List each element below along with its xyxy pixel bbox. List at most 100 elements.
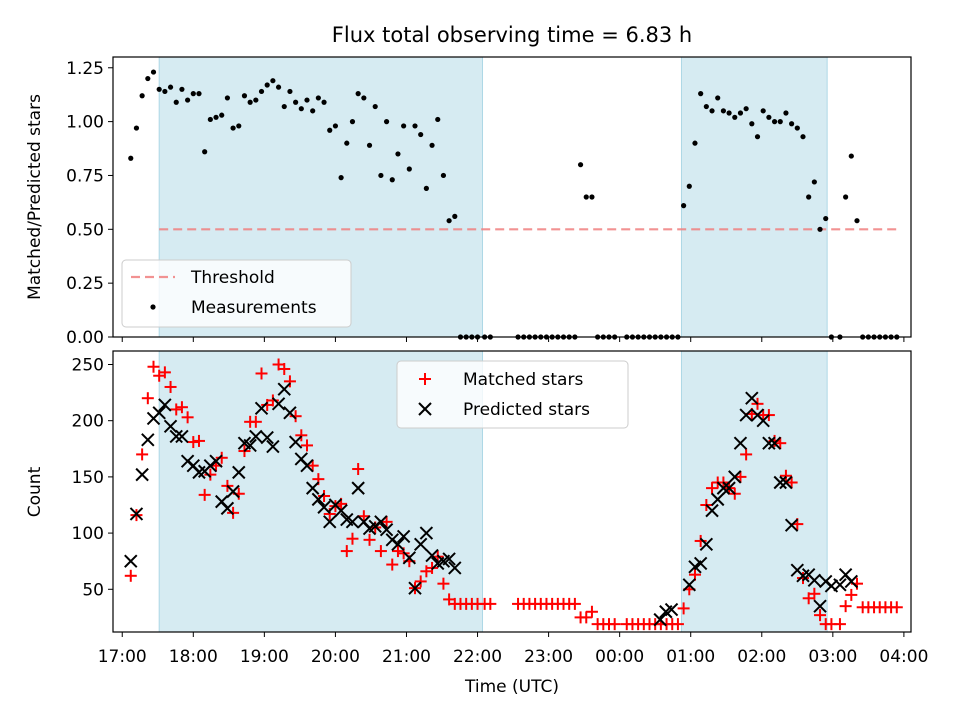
- legend-predicted-label: Predicted stars: [463, 400, 590, 420]
- predicted-star-point: [767, 436, 782, 450]
- measurement-point: [332, 123, 339, 129]
- predicted-star-point-b: [682, 578, 697, 592]
- measurement-point: [783, 110, 789, 116]
- matched-star-point: [318, 489, 331, 502]
- measurement-point: [440, 172, 447, 179]
- predicted-star-point: [833, 578, 847, 592]
- predicted-star-point-b: [232, 465, 246, 480]
- matched-star-point: [187, 436, 200, 449]
- measurement-point: [412, 123, 418, 129]
- measurement-point: [236, 123, 242, 129]
- ratio-panel-frame: [112, 56, 912, 338]
- predicted-star-point-b: [756, 413, 770, 428]
- y-tick-label: 0.50: [66, 220, 104, 240]
- matched-star-point: [740, 448, 753, 461]
- measurement-point: [720, 108, 727, 114]
- measurement-point: [304, 97, 310, 103]
- predicted-star-point-b: [396, 529, 411, 544]
- predicted-star-point: [762, 436, 776, 450]
- matched-star-point: [295, 429, 308, 442]
- predicted-star-point-b: [357, 515, 371, 529]
- matched-star-point: [357, 510, 370, 523]
- count-x-axis-ticks: 17:00 18:00 19:00 20:00 21:00 22:00 23:00 00:00…: [98, 632, 928, 667]
- matched-star-point: [278, 362, 291, 375]
- measurement-point: [446, 218, 452, 224]
- measurement-point: [281, 103, 287, 110]
- matched-star-point: [352, 463, 365, 476]
- y-tick-label: 1.00: [66, 113, 104, 133]
- predicted-star-point: [351, 481, 365, 495]
- measurement-point: [452, 213, 458, 219]
- measurement-point: [213, 114, 219, 120]
- matched-star-point: [833, 618, 846, 631]
- measurement-point: [583, 194, 589, 200]
- x-tick-label: 01:00: [666, 647, 715, 667]
- measurement-point: [848, 153, 854, 159]
- predicted-star-point-b: [305, 481, 320, 495]
- predicted-star-point: [260, 430, 274, 445]
- x-tick-label: 17:00: [98, 647, 147, 667]
- predicted-star-point-b: [711, 492, 725, 507]
- measurement-point: [754, 134, 761, 140]
- observing-window: [680, 56, 828, 338]
- matched-star-point: [306, 459, 319, 472]
- predicted-star-point: [728, 470, 742, 484]
- measurement-point: [179, 86, 185, 92]
- measurement-point: [817, 226, 823, 232]
- matched-star-point: [255, 367, 268, 380]
- predicted-star-point-b: [152, 406, 166, 420]
- matched-star-point: [374, 545, 387, 558]
- matched-star-point: [136, 448, 149, 461]
- matched-star-point: [386, 558, 399, 571]
- measurement-point: [247, 99, 253, 105]
- measurement-point: [709, 108, 715, 114]
- legend-measurements-label: Measurements: [191, 298, 317, 318]
- measurement-point: [321, 99, 327, 105]
- measurement-point: [275, 84, 282, 90]
- predicted-star-point-b: [226, 484, 240, 499]
- predicted-star-point-b: [408, 581, 422, 595]
- predicted-star-point-b: [693, 556, 708, 571]
- measurement-point: [185, 97, 191, 103]
- measurement-point: [310, 108, 316, 114]
- predicted-star-point: [396, 529, 411, 544]
- matched-star-point: [283, 375, 296, 388]
- matched-star-point: [181, 411, 194, 424]
- predicted-star-point-b: [243, 438, 257, 453]
- predicted-star-point: [135, 467, 149, 482]
- predicted-star-point: [379, 523, 394, 537]
- measurement-point: [190, 91, 196, 97]
- y-tick-label: 150: [72, 468, 104, 488]
- predicted-star-point-b: [779, 475, 793, 490]
- legend-predicted-swatch: [418, 402, 432, 416]
- predicted-star-point-b: [448, 561, 462, 575]
- measurement-point: [692, 140, 698, 146]
- measurement-point: [173, 99, 179, 105]
- measurement-point: [355, 91, 361, 97]
- matched-star-point: [608, 618, 621, 631]
- count-y-axis-label: Count: [25, 466, 45, 517]
- x-tick-label: 00:00: [595, 647, 644, 667]
- predicted-star-point: [158, 398, 172, 412]
- measurement-point: [150, 69, 157, 75]
- predicted-star-point: [733, 436, 748, 450]
- predicted-star-point-b: [271, 397, 286, 411]
- predicted-star-point-b: [254, 401, 269, 416]
- predicted-star-point: [722, 481, 736, 495]
- y-tick-label: 1.25: [66, 59, 104, 79]
- measurement-point: [794, 125, 800, 131]
- predicted-star-point-b: [419, 526, 434, 540]
- measurement-point: [395, 151, 401, 157]
- legend-measurements-swatch: [150, 304, 156, 310]
- predicted-star-point-b: [135, 467, 149, 482]
- predicted-star-point-b: [413, 537, 428, 552]
- predicted-star-point-b: [260, 430, 274, 445]
- predicted-star-point-b: [745, 391, 759, 405]
- matched-star-point: [124, 569, 137, 582]
- predicted-star-point-b: [722, 481, 736, 495]
- matched-star-point: [785, 476, 798, 489]
- measurement-point: [253, 97, 259, 103]
- measurement-point: [128, 155, 134, 161]
- matched-star-point: [363, 533, 376, 546]
- predicted-star-point: [419, 526, 434, 540]
